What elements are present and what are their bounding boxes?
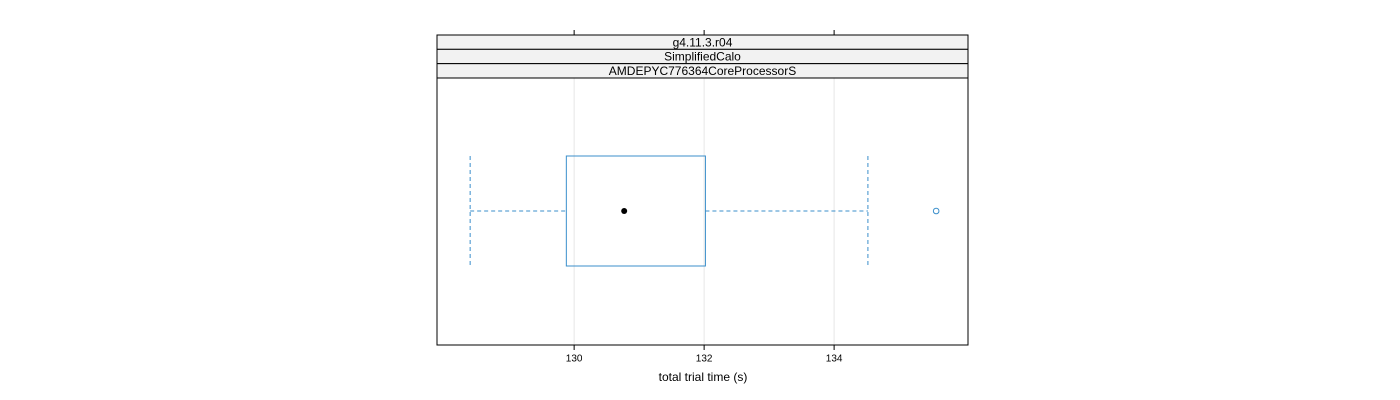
box <box>565 155 706 267</box>
strip <box>436 63 969 79</box>
x-tick-label: 130 <box>566 354 583 365</box>
strip-label: AMDEPYC776364CoreProcessorS <box>609 64 796 78</box>
x-axis-label: total trial time (s) <box>659 370 748 384</box>
panel-border <box>436 77 969 346</box>
x-tick-label: 132 <box>696 354 713 365</box>
outlier <box>932 207 940 215</box>
strip-label: g4.11.3.r04 <box>673 35 733 49</box>
strip-label: SimplifiedCalo <box>664 50 741 64</box>
x-tick-label: 134 <box>826 354 843 365</box>
median <box>621 208 628 214</box>
